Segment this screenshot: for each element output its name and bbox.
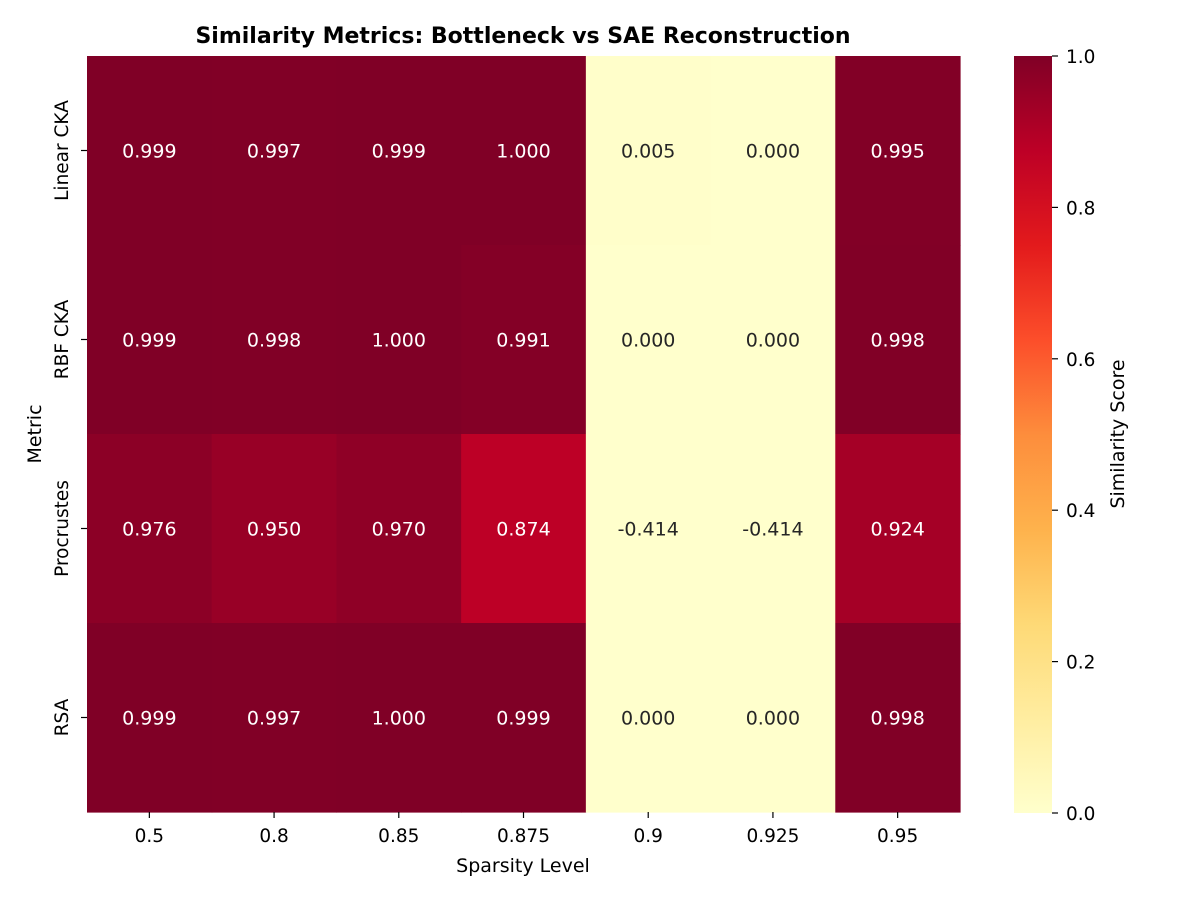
heatmap-cell-r3-c1 [211,623,338,813]
cell-value-r0-c1: 0.997 [247,141,301,163]
colorbar-tick-label-1: 0.2 [1066,653,1095,674]
x-tick-label-0: 0.5 [135,826,164,847]
cell-value-r1-c6: 0.998 [870,330,924,352]
heatmap-cell-r1-c3 [461,245,587,435]
cell-value-r0-c2: 0.999 [372,141,426,163]
x-tick-label-2: 0.85 [378,826,419,847]
cell-value-r0-c3: 1.000 [496,141,550,163]
heatmap-cell-r2-c3 [461,434,587,624]
heatmap-cell-r3-c3 [461,623,587,813]
heatmap-cell-r3-c5 [710,623,836,813]
cell-value-r2-c6: 0.924 [870,519,924,541]
heatmap-cell-r2-c4 [585,434,712,624]
x-tick-label-1: 0.8 [259,826,288,847]
heatmap-cell-r1-c4 [585,245,712,435]
heatmap-cell-r1-c1 [211,245,338,435]
x-tick-label-5: 0.925 [746,826,799,847]
heatmap-cell-labels: 0.999 0.997 0.999 1.000 0.005 0.000 0.995 0.999… [122,141,925,730]
x-axis-ticks: 0.5 0.8 0.85 0.875 0.9 0.925 0.95 [135,812,918,847]
cell-value-r1-c5: 0.000 [746,330,800,352]
cell-value-r2-c4: -0.414 [618,519,679,541]
colorbar-tick-label-5: 1.0 [1066,47,1095,68]
cell-value-r0-c0: 0.999 [122,141,176,163]
cell-value-r3-c6: 0.998 [870,708,924,730]
colorbar-ticks: 0.0 0.2 0.4 0.6 0.8 1.0 [1052,47,1095,825]
colorbar-label: Similarity Score [1107,359,1129,508]
x-tick-label-4: 0.9 [634,826,663,847]
y-tick-label-0: Linear CKA [52,100,73,201]
heatmap-cell-r3-c6 [835,623,961,813]
colorbar-tick-label-3: 0.6 [1066,350,1095,371]
x-tick-label-3: 0.875 [497,826,550,847]
heatmap-cell-r2-c5 [710,434,836,624]
colorbar-tick-label-4: 0.8 [1066,198,1095,219]
y-tick-label-3: RSA [52,698,73,736]
cell-value-r1-c1: 0.998 [247,330,301,352]
x-tick-label-6: 0.95 [877,826,918,847]
heatmap-cell-r0-c0 [87,56,213,246]
colorbar [1014,56,1052,813]
cell-value-r1-c2: 1.000 [372,330,426,352]
heatmap-cell-r1-c6 [835,245,961,435]
cell-value-r3-c2: 1.000 [372,708,426,730]
cell-value-r3-c1: 0.997 [247,708,301,730]
heatmap-cell-r0-c6 [835,56,961,246]
y-axis-label: Metric [24,404,46,463]
heatmap-cell-r0-c1 [211,56,338,246]
heatmap-cell-r2-c1 [211,434,338,624]
heatmap-cell-r2-c0 [87,434,213,624]
cell-value-r1-c0: 0.999 [122,330,176,352]
y-axis-ticks: Linear CKA RBF CKA Procrustes RSA [52,100,87,736]
cell-value-r1-c3: 0.991 [496,330,550,352]
heatmap-cell-r2-c2 [336,434,462,624]
heatmap-cell-r3-c4 [585,623,712,813]
heatmap-cell-r0-c3 [461,56,587,246]
cell-value-r0-c4: 0.005 [621,141,675,163]
cell-value-r0-c6: 0.995 [870,141,924,163]
cell-value-r2-c2: 0.970 [372,519,426,541]
colorbar-tick-label-2: 0.4 [1066,501,1095,522]
heatmap-cell-r3-c0 [87,623,213,813]
heatmap-cell-r3-c2 [336,623,462,813]
x-axis-label: Sparsity Level [456,855,590,877]
heatmap-cell-r0-c4 [585,56,712,246]
cell-value-r2-c3: 0.874 [496,519,550,541]
cell-value-r2-c1: 0.950 [247,519,301,541]
heatmap-cell-r0-c5 [710,56,836,246]
colorbar-tick-label-0: 0.0 [1066,804,1095,825]
cell-value-r3-c3: 0.999 [496,708,550,730]
cell-value-r3-c0: 0.999 [122,708,176,730]
cell-value-r2-c0: 0.976 [122,519,176,541]
heatmap-cell-r2-c6 [835,434,961,624]
heatmap-cell-r1-c2 [336,245,462,435]
heatmap-cell-r0-c2 [336,56,462,246]
cell-value-r1-c4: 0.000 [621,330,675,352]
heatmap-cell-r1-c5 [710,245,836,435]
heatmap-cell-r1-c0 [87,245,213,435]
y-tick-label-1: RBF CKA [52,299,73,379]
cell-value-r2-c5: -0.414 [742,519,803,541]
chart-title: Similarity Metrics: Bottleneck vs SAE Re… [195,24,850,49]
cell-value-r3-c4: 0.000 [621,708,675,730]
y-tick-label-2: Procrustes [52,480,73,577]
heatmap-cells [87,56,961,813]
cell-value-r0-c5: 0.000 [746,141,800,163]
cell-value-r3-c5: 0.000 [746,708,800,730]
